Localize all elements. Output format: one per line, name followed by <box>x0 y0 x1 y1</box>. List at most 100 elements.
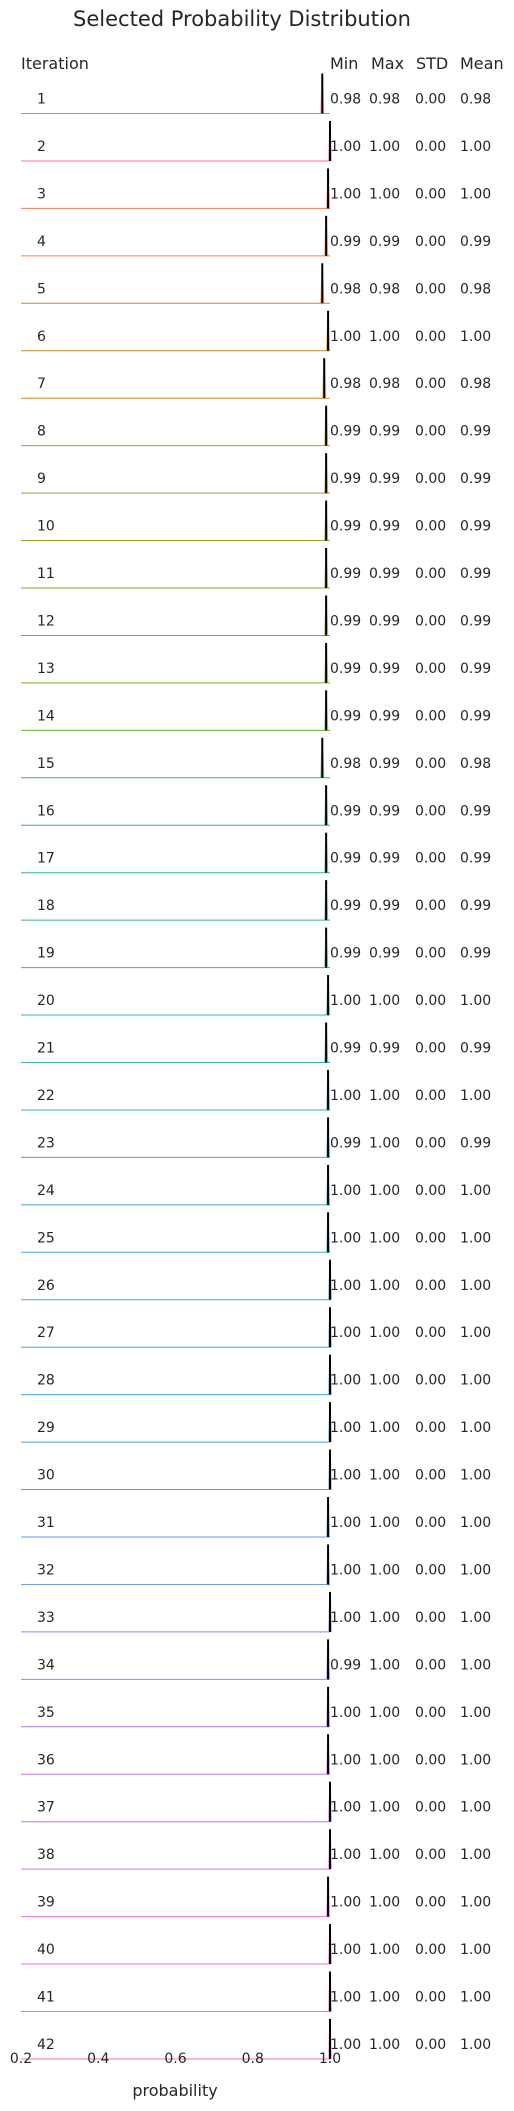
max-value: 1.00 <box>369 139 400 155</box>
mean-value: 1.00 <box>460 1420 491 1436</box>
iteration-label: 40 <box>37 1942 55 1958</box>
mean-value: 0.99 <box>460 566 491 582</box>
std-value: 0.00 <box>415 803 446 819</box>
mean-value: 1.00 <box>460 139 491 155</box>
mean-value: 0.98 <box>460 376 491 392</box>
std-value: 0.00 <box>415 993 446 1009</box>
ridge-row: 32 1.00 1.00 0.00 1.00 <box>21 1544 491 1585</box>
min-value: 1.00 <box>330 186 361 202</box>
std-value: 0.00 <box>415 1705 446 1721</box>
ridge-row: 40 1.00 1.00 0.00 1.00 <box>21 1924 491 1965</box>
iteration-label: 23 <box>37 1135 55 1151</box>
min-value: 1.00 <box>330 1230 361 1246</box>
iteration-label: 18 <box>37 898 55 914</box>
ridge-row: 12 0.99 0.99 0.00 0.99 <box>21 595 491 636</box>
iteration-label: 9 <box>37 471 46 487</box>
min-value: 0.98 <box>330 281 361 297</box>
mean-value: 0.99 <box>460 519 491 535</box>
std-value: 0.00 <box>415 1895 446 1911</box>
min-value: 0.99 <box>330 946 361 962</box>
max-value: 0.99 <box>369 851 400 867</box>
iteration-label: 22 <box>37 1088 55 1104</box>
max-value: 1.00 <box>369 186 400 202</box>
mean-value: 1.00 <box>460 1895 491 1911</box>
max-value: 1.00 <box>369 329 400 345</box>
std-value: 0.00 <box>415 851 446 867</box>
min-value: 0.99 <box>330 234 361 250</box>
iteration-label: 3 <box>37 186 46 202</box>
ridge-row: 10 0.99 0.99 0.00 0.99 <box>21 500 491 542</box>
ridge-row: 26 1.00 1.00 0.00 1.00 <box>21 1259 491 1301</box>
min-value: 0.98 <box>330 756 361 772</box>
ridge-row: 36 1.00 1.00 0.00 1.00 <box>21 1734 491 1775</box>
std-value: 0.00 <box>415 708 446 724</box>
max-value: 1.00 <box>369 1373 400 1389</box>
std-value: 0.00 <box>415 1990 446 2006</box>
iteration-label: 1 <box>37 92 46 108</box>
chart-title: Selected Probability Distribution <box>73 7 411 31</box>
max-value: 0.99 <box>369 613 400 629</box>
std-value: 0.00 <box>415 281 446 297</box>
iteration-label: 7 <box>37 376 46 392</box>
iteration-label: 30 <box>37 1468 55 1484</box>
std-value: 0.00 <box>415 92 446 108</box>
std-value: 0.00 <box>415 1183 446 1199</box>
iteration-label: 42 <box>37 2037 55 2053</box>
iteration-label: 39 <box>37 1895 55 1911</box>
min-value: 1.00 <box>330 1562 361 1578</box>
mean-value: 0.98 <box>460 756 491 772</box>
mean-value: 1.00 <box>460 1800 491 1816</box>
max-value: 1.00 <box>369 1562 400 1578</box>
std-value: 0.00 <box>415 1088 446 1104</box>
std-value: 0.00 <box>415 186 446 202</box>
std-value: 0.00 <box>415 329 446 345</box>
iteration-label: 28 <box>37 1373 55 1389</box>
min-value: 1.00 <box>330 1468 361 1484</box>
iteration-label: 38 <box>37 1847 55 1863</box>
std-value: 0.00 <box>415 519 446 535</box>
ridge-row: 7 0.98 0.98 0.00 0.98 <box>21 358 491 399</box>
mean-value: 1.00 <box>460 329 491 345</box>
ridge-row: 21 0.99 0.99 0.00 0.99 <box>21 1022 491 1063</box>
ridge-row: 42 1.00 1.00 0.00 1.00 <box>21 2018 491 2060</box>
header-std: STD <box>416 54 448 73</box>
mean-value: 1.00 <box>460 1752 491 1768</box>
ridge-row: 27 1.00 1.00 0.00 1.00 <box>21 1307 491 1348</box>
ridge-row: 5 0.98 0.98 0.00 0.98 <box>21 263 491 304</box>
ridge-row: 38 1.00 1.00 0.00 1.00 <box>21 1829 491 1870</box>
min-value: 1.00 <box>330 1278 361 1294</box>
std-value: 0.00 <box>415 898 446 914</box>
min-value: 0.99 <box>330 519 361 535</box>
min-value: 0.99 <box>330 471 361 487</box>
max-value: 1.00 <box>369 1990 400 2006</box>
min-value: 1.00 <box>330 1800 361 1816</box>
std-value: 0.00 <box>415 1847 446 1863</box>
min-value: 1.00 <box>330 1088 361 1104</box>
max-value: 1.00 <box>369 1800 400 1816</box>
ridge-row: 6 1.00 1.00 0.00 1.00 <box>21 310 491 352</box>
max-value: 0.98 <box>369 92 400 108</box>
mean-value: 1.00 <box>460 1847 491 1863</box>
ridge-row: 8 0.99 0.99 0.00 0.99 <box>21 405 491 447</box>
max-value: 0.98 <box>369 376 400 392</box>
std-value: 0.00 <box>415 756 446 772</box>
mean-value: 0.99 <box>460 898 491 914</box>
min-value: 1.00 <box>330 993 361 1009</box>
mean-value: 1.00 <box>460 1515 491 1531</box>
iteration-label: 16 <box>37 803 55 819</box>
ridge-row: 3 1.00 1.00 0.00 1.00 <box>21 168 491 209</box>
ridge-row: 33 1.00 1.00 0.00 1.00 <box>21 1591 491 1633</box>
min-value: 1.00 <box>330 1420 361 1436</box>
ridge-row: 19 0.99 0.99 0.00 0.99 <box>21 927 491 969</box>
min-value: 1.00 <box>330 139 361 155</box>
min-value: 1.00 <box>330 1325 361 1341</box>
iteration-label: 34 <box>37 1657 55 1673</box>
mean-value: 0.99 <box>460 1041 491 1057</box>
x-tick-label: 0.8 <box>242 2051 264 2067</box>
ridge-row: 23 0.99 1.00 0.00 0.99 <box>21 1117 491 1158</box>
iteration-label: 24 <box>37 1183 55 1199</box>
ridge-row: 29 1.00 1.00 0.00 1.00 <box>21 1402 491 1443</box>
max-value: 1.00 <box>369 1657 400 1673</box>
max-value: 0.99 <box>369 708 400 724</box>
ridge-row: 2 1.00 1.00 0.00 1.00 <box>21 120 491 162</box>
